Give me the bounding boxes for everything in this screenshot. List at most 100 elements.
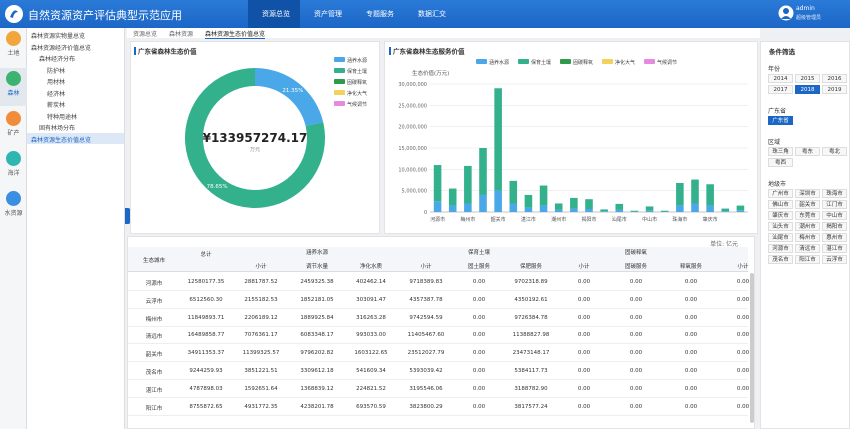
filter-option[interactable]: 深圳市 [795,189,820,198]
table-cell: 3851221.51 [244,368,278,374]
filter-option[interactable]: 2019 [822,85,847,94]
filter-option[interactable]: 韶关市 [795,200,820,209]
table-cell: 34911353.37 [187,350,225,357]
data-table: 单位: 亿元 生态城市 总计 涵养水源 小计 调节水量 净化水质 保育土壤 小计 固土服务 保肥服务… [127,236,755,429]
bar-segment [479,194,487,212]
table-cell: 0.00 [577,385,591,392]
x-tick-label: 梅州市 [460,216,475,223]
tree-item[interactable]: 特种用途林 [47,113,78,121]
tab[interactable]: 森林资源生态价值总览 [205,31,266,39]
filter-option[interactable]: 汕头市 [768,222,793,231]
table-cell: 1368839.12 [300,385,334,392]
filter-option[interactable]: 佛山市 [768,200,793,209]
module-label[interactable]: 海洋 [7,170,20,177]
filter-option[interactable]: 粤西 [768,158,793,167]
module-label[interactable]: 矿产 [7,130,20,137]
bar-segment [433,201,442,212]
table-cell: 9726384.78 [514,314,548,321]
filter-option[interactable]: 潮州市 [795,222,820,231]
bar-segment [660,210,669,212]
filter-option[interactable]: 肇庆市 [768,211,793,220]
nav-item[interactable]: 专题服务 [366,10,394,18]
column-header: 净化水质 [359,264,383,270]
nav-item[interactable]: 资产管理 [314,10,342,18]
table-cell: 3817577.24 [514,403,548,410]
filter-option[interactable]: 茂名市 [768,255,793,264]
tab[interactable]: 森林资源 [169,31,194,38]
module-label[interactable]: 森林 [7,90,20,97]
tree-item[interactable]: 经济林 [47,90,66,98]
legend-swatch [334,90,345,95]
filter-option[interactable]: 2018 [795,85,820,94]
table-cell: 0.00 [684,403,698,410]
tree-item[interactable]: 防护林 [47,67,66,75]
user-name[interactable]: admin [796,5,815,12]
table-cell: 0.00 [736,368,750,374]
filter-option[interactable]: 揭阳市 [822,222,847,231]
table-cell: 阳江市 [145,405,163,412]
module-label[interactable]: 水资源 [4,210,23,217]
table-cell: 23473148.17 [512,350,550,357]
table-cell: 河源市 [145,281,163,287]
scrollbar[interactable] [750,273,754,423]
filter-option[interactable]: 粤东 [795,147,820,156]
bar-segment [464,203,472,212]
filter-option[interactable]: 河源市 [768,244,793,253]
filter-option[interactable]: 清远市 [795,244,820,253]
filter-option[interactable]: 云浮市 [822,255,847,264]
filter-option[interactable]: 2016 [822,74,847,83]
legend-swatch [476,59,487,64]
filter-option[interactable]: 惠州市 [822,233,847,242]
module-icon[interactable] [6,111,21,126]
bar-segment [676,182,684,206]
filter-title: 条件筛选 [769,48,795,56]
table-cell: 0.00 [577,332,591,339]
filter-option[interactable]: 湛江市 [822,244,847,253]
tree-item[interactable]: 森林经济分布 [39,56,76,63]
nav-item[interactable]: 资源总览 [248,0,300,28]
tree-item[interactable]: 森林资源生态价值总览 [31,136,92,144]
table-cell: 0.00 [577,279,591,285]
module-icon[interactable] [6,71,21,86]
filter-option[interactable]: 东莞市 [795,211,820,220]
filter-option[interactable]: 梅州市 [795,233,820,242]
table-cell: 2881787.52 [244,279,278,285]
filter-option[interactable]: 珠海市 [822,189,847,198]
tree-item[interactable]: 固有林场分布 [39,125,76,132]
module-icon[interactable] [6,151,21,166]
module-label[interactable]: 土地 [7,50,20,57]
tab[interactable]: 资源总览 [133,31,158,38]
nav-item[interactable]: 数据汇交 [418,10,446,18]
filter-option[interactable]: 2017 [768,85,793,94]
filter-option[interactable]: 中山市 [822,211,847,220]
tree-item[interactable]: 森林资源经济价值总览 [31,44,92,52]
filter-option[interactable]: 粤北 [822,147,847,156]
y-tick-label: 5,000,000 [402,189,427,195]
table-cell: 9718389.83 [409,279,443,285]
tree-item[interactable]: 用材林 [47,79,66,86]
filter-option[interactable]: 珠三角 [768,147,793,156]
bar-segment [570,197,578,209]
tree-item[interactable]: 薪炭林 [47,102,66,109]
filter-option[interactable]: 2015 [795,74,820,83]
filter-option[interactable]: 汕尾市 [768,233,793,242]
chart-title: 广东省森林生态服务价值 [393,47,465,56]
table-cell: 0.00 [472,314,486,321]
filter-option[interactable]: 阳江市 [795,255,820,264]
row-line [128,396,748,398]
bar-segment [645,206,654,211]
filter-option[interactable]: 广东省 [768,116,793,125]
module-icon[interactable] [6,191,21,206]
table-cell: 4787898.03 [189,385,223,392]
tree-item[interactable]: 森林资源实物量总览 [31,33,86,40]
table-cell: 0.00 [629,314,643,321]
row-line [128,290,748,291]
table-cell: 11388827.98 [512,332,550,339]
filter-option[interactable]: 江门市 [822,200,847,209]
module-icon[interactable] [6,31,21,46]
collapse-toggle[interactable] [125,208,131,224]
filter-option[interactable]: 2014 [768,74,793,83]
table-cell: 1852181.05 [300,296,334,303]
table-cell: 2155182.53 [244,296,278,303]
filter-option[interactable]: 广州市 [768,189,793,198]
